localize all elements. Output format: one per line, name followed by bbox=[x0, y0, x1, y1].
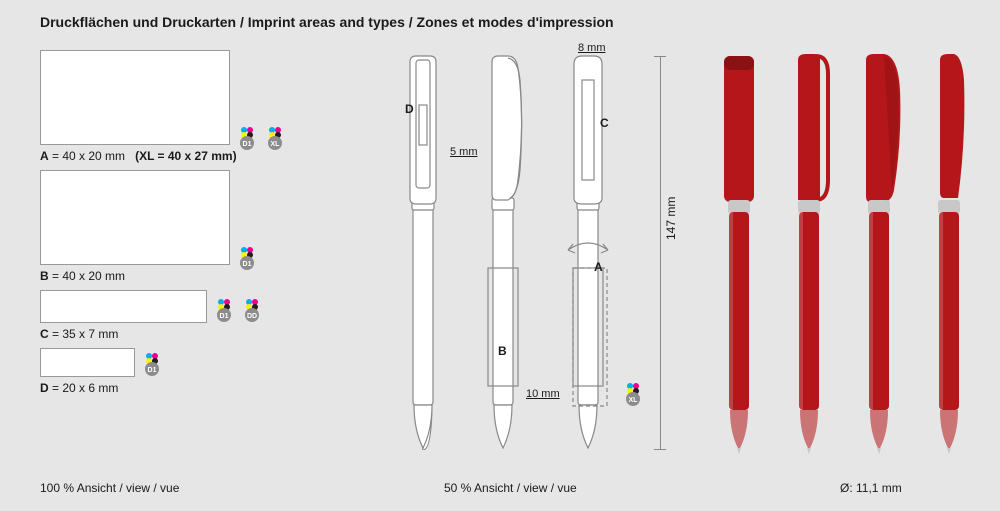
zone-a-letter: A bbox=[594, 260, 603, 274]
footer-center: 50 % Ansicht / view / vue bbox=[444, 481, 577, 495]
zone-label-c: C = 35 x 7 mm bbox=[40, 327, 118, 341]
pen-outline-back bbox=[560, 50, 620, 450]
zone-label-a: A = 40 x 20 mm (XL = 40 x 27 mm) bbox=[40, 149, 237, 163]
d1-icon: D1 bbox=[234, 244, 260, 270]
svg-text:XL: XL bbox=[629, 397, 639, 404]
zone-label-b: B = 40 x 20 mm bbox=[40, 269, 125, 283]
dim-5mm: 5 mm bbox=[450, 146, 478, 158]
zone-b-letter: B bbox=[498, 344, 507, 358]
zone-box-d bbox=[40, 348, 135, 377]
height-dim-line bbox=[660, 56, 661, 450]
height-dim-tick bbox=[654, 449, 666, 450]
d1-icon: D1 bbox=[234, 124, 260, 150]
zone-box-a bbox=[40, 50, 230, 145]
dd-icon: DD bbox=[239, 296, 265, 322]
height-dim-label: 147 mm bbox=[664, 197, 678, 240]
footer-diameter: Ø: 11,1 mm bbox=[840, 481, 902, 495]
zone-box-c bbox=[40, 290, 207, 323]
d1-icon: D1 bbox=[211, 296, 237, 322]
svg-text:D1: D1 bbox=[220, 313, 229, 320]
page-title: Druckflächen und Druckarten / Imprint ar… bbox=[40, 14, 614, 30]
height-dim-tick bbox=[654, 56, 666, 57]
xl-icon: XL bbox=[262, 124, 288, 150]
zone-box-b bbox=[40, 170, 230, 265]
svg-text:DD: DD bbox=[247, 313, 257, 320]
svg-text:XL: XL bbox=[271, 141, 281, 148]
zone-label-d: D = 20 x 6 mm bbox=[40, 381, 118, 395]
pen-red-1 bbox=[716, 50, 764, 454]
pen-red-4 bbox=[926, 50, 974, 454]
svg-text:D1: D1 bbox=[243, 261, 252, 268]
zone-c-letter: C bbox=[600, 116, 609, 130]
footer-left: 100 % Ansicht / view / vue bbox=[40, 481, 179, 495]
pen-red-3 bbox=[856, 50, 904, 454]
dim-10mm: 10 mm bbox=[526, 388, 560, 400]
zone-d-letter: D bbox=[405, 102, 414, 116]
d1-icon: D1 bbox=[139, 350, 165, 376]
svg-text:D1: D1 bbox=[148, 367, 157, 374]
svg-text:D1: D1 bbox=[243, 141, 252, 148]
pen-outline-side bbox=[478, 50, 528, 450]
pen-red-2 bbox=[786, 50, 834, 454]
dim-8mm: 8 mm bbox=[578, 42, 606, 54]
xl-icon: XL bbox=[620, 380, 646, 406]
